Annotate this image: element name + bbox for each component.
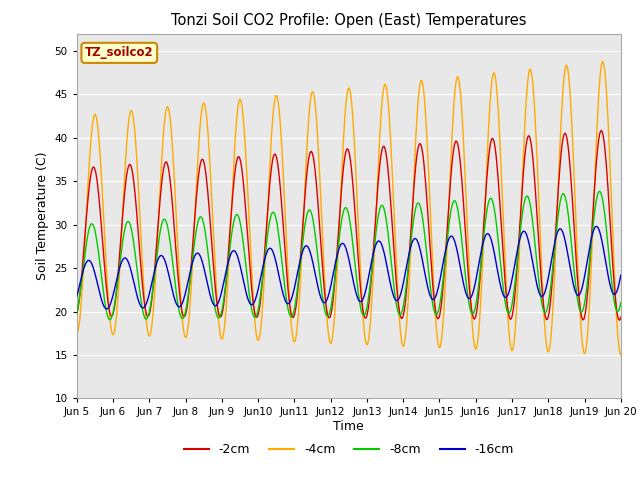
- X-axis label: Time: Time: [333, 420, 364, 433]
- Text: TZ_soilco2: TZ_soilco2: [85, 47, 154, 60]
- Y-axis label: Soil Temperature (C): Soil Temperature (C): [36, 152, 49, 280]
- Legend: -2cm, -4cm, -8cm, -16cm: -2cm, -4cm, -8cm, -16cm: [179, 438, 519, 461]
- Title: Tonzi Soil CO2 Profile: Open (East) Temperatures: Tonzi Soil CO2 Profile: Open (East) Temp…: [171, 13, 527, 28]
